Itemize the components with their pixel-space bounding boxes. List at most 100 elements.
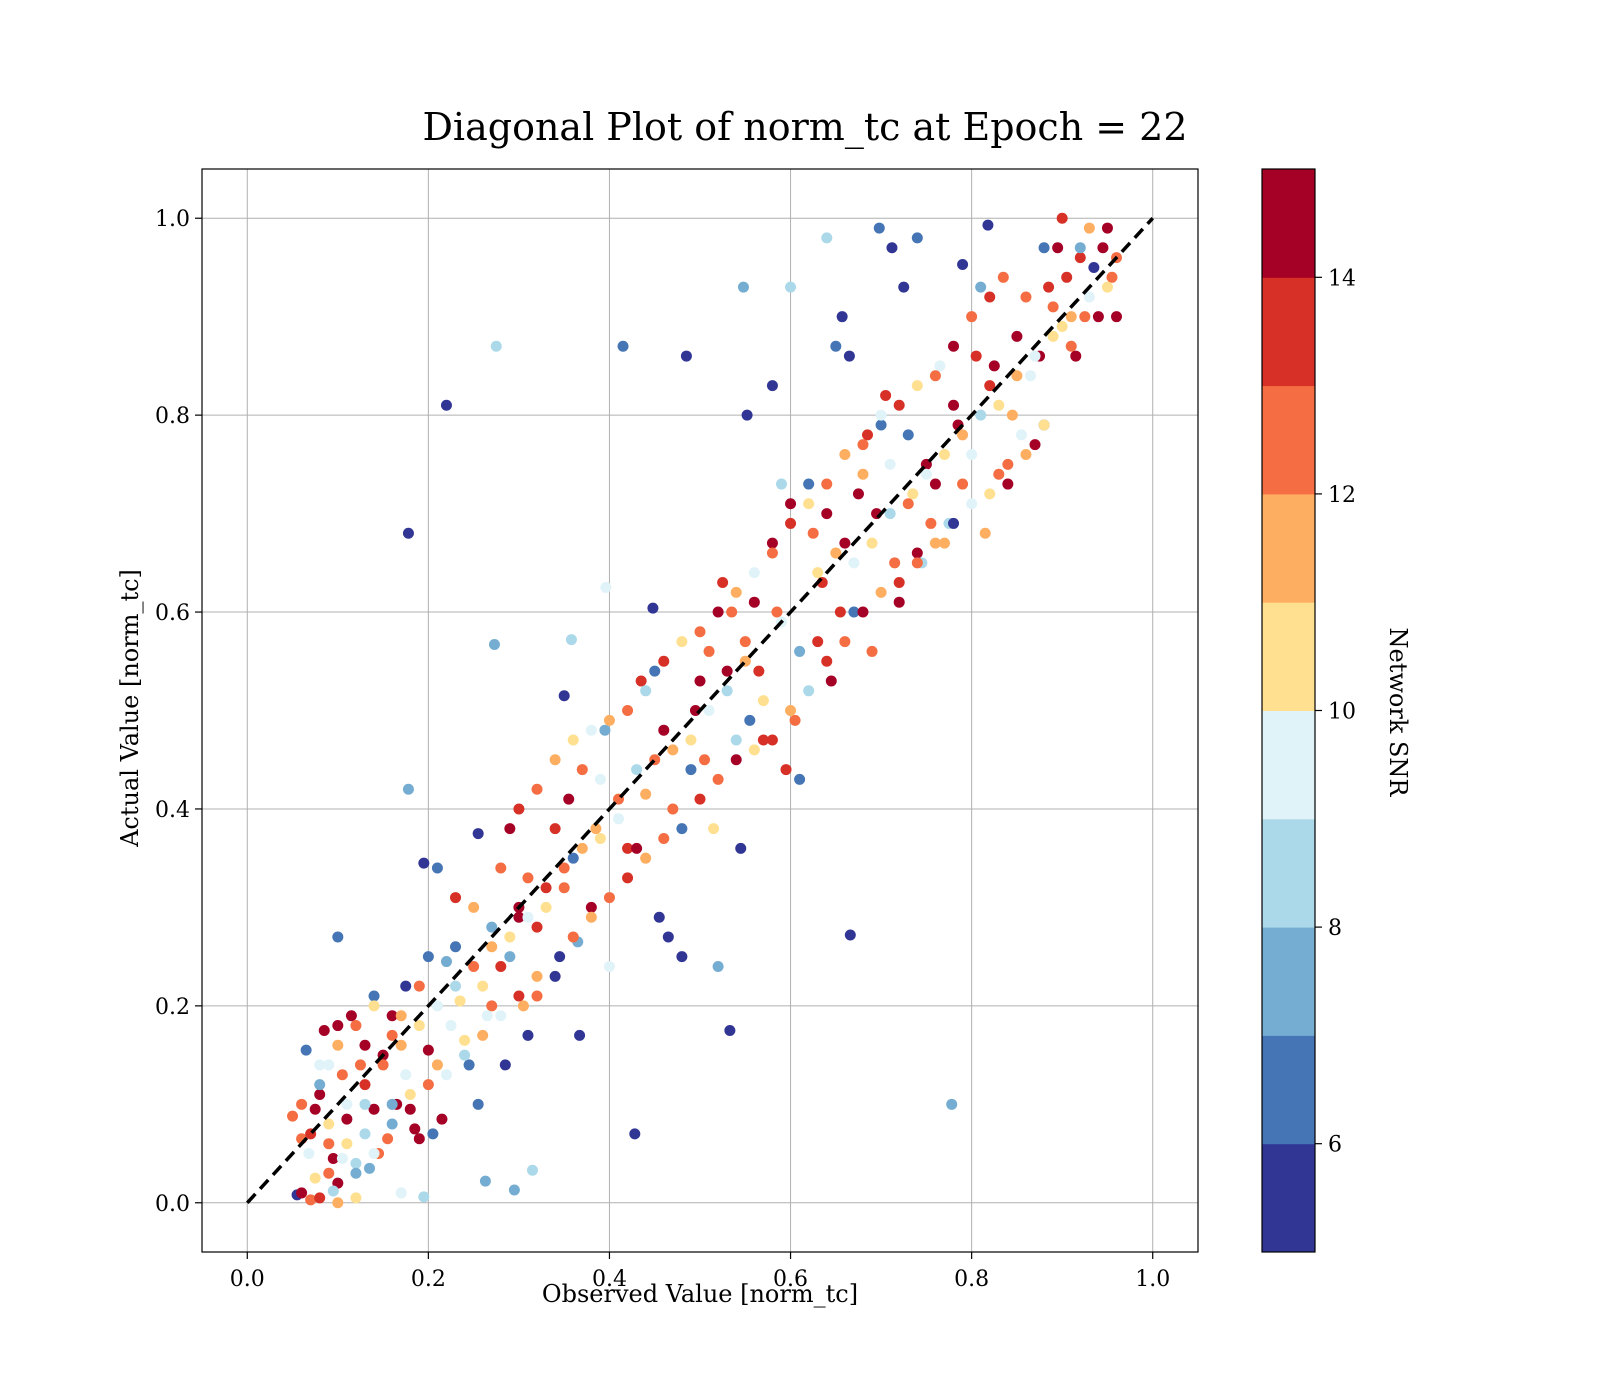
- data-point: [440, 1069, 452, 1081]
- data-point: [599, 724, 611, 736]
- data-point: [836, 311, 848, 323]
- data-point: [785, 281, 797, 293]
- data-point: [622, 872, 634, 884]
- x-tick-label: 1.0: [1135, 1267, 1170, 1292]
- data-point: [400, 980, 412, 992]
- data-point: [395, 1039, 407, 1051]
- data-point: [454, 995, 466, 1007]
- data-point: [558, 862, 570, 874]
- data-point: [1074, 252, 1086, 264]
- data-point: [565, 634, 577, 646]
- data-point: [323, 1118, 335, 1130]
- data-point: [622, 705, 634, 716]
- data-point: [907, 488, 919, 500]
- data-point: [332, 1197, 344, 1209]
- data-point: [839, 449, 851, 461]
- data-point: [834, 606, 846, 618]
- data-point: [780, 764, 792, 776]
- data-point: [508, 1184, 520, 1196]
- data-point: [486, 1000, 498, 1012]
- data-point: [785, 498, 797, 510]
- data-point: [504, 931, 516, 943]
- data-point: [812, 567, 824, 579]
- data-point: [757, 734, 769, 746]
- data-point: [721, 665, 733, 677]
- data-point: [739, 636, 751, 648]
- data-point: [667, 803, 679, 815]
- data-point: [531, 921, 543, 933]
- data-point: [314, 1059, 326, 1071]
- plot-area-frame: [201, 168, 1199, 1253]
- data-point: [1061, 271, 1073, 283]
- data-point: [997, 271, 1009, 283]
- data-point: [359, 1128, 371, 1140]
- data-point: [327, 1152, 339, 1164]
- data-point: [531, 990, 543, 1002]
- data-point: [402, 527, 414, 539]
- data-point: [724, 1024, 736, 1036]
- data-point: [893, 577, 905, 589]
- data-point: [522, 872, 534, 884]
- data-point: [495, 1010, 507, 1022]
- data-point: [472, 1098, 484, 1110]
- data-point: [549, 754, 561, 766]
- data-point: [862, 429, 874, 441]
- data-point: [350, 1157, 362, 1169]
- data-point: [558, 690, 570, 702]
- data-point: [522, 911, 534, 923]
- colorbar-segment: [1262, 169, 1315, 278]
- data-point: [676, 636, 688, 648]
- data-point: [839, 636, 851, 648]
- data-point: [712, 606, 724, 618]
- data-point: [975, 409, 987, 421]
- data-point: [459, 1034, 471, 1046]
- data-point: [386, 1098, 398, 1110]
- data-point: [984, 291, 996, 303]
- data-point: [1083, 291, 1095, 303]
- data-point: [934, 360, 946, 372]
- data-point: [504, 823, 516, 835]
- data-point: [866, 645, 878, 657]
- data-point: [875, 586, 887, 598]
- data-point: [889, 557, 901, 569]
- diagonal-reference-line: [245, 217, 1155, 1204]
- data-point: [902, 498, 914, 510]
- data-point: [603, 892, 615, 904]
- data-point: [1052, 242, 1064, 254]
- data-point: [662, 931, 674, 943]
- data-point: [450, 980, 462, 992]
- data-point: [794, 773, 806, 785]
- data-point: [558, 882, 570, 894]
- data-point: [418, 1191, 430, 1203]
- data-point: [613, 813, 625, 825]
- data-point: [490, 340, 502, 352]
- data-point: [843, 350, 855, 362]
- data-point: [748, 567, 760, 579]
- data-point: [309, 1172, 321, 1184]
- data-point: [880, 389, 892, 401]
- data-point: [477, 980, 489, 992]
- y-tick-label: 0.0: [155, 1192, 190, 1217]
- data-point: [966, 498, 978, 510]
- data-point: [549, 970, 561, 982]
- data-point: [368, 990, 380, 1002]
- data-point: [382, 1133, 394, 1145]
- data-point: [1038, 242, 1050, 254]
- data-point: [857, 468, 869, 480]
- data-point: [911, 557, 923, 569]
- data-point: [314, 1192, 326, 1204]
- data-point: [368, 1000, 380, 1012]
- data-point: [653, 911, 665, 923]
- data-point: [1065, 340, 1077, 352]
- data-point: [323, 1138, 335, 1150]
- data-point: [794, 645, 806, 657]
- data-point: [336, 1152, 348, 1164]
- data-point: [1101, 222, 1113, 234]
- data-point: [857, 606, 869, 618]
- data-point: [522, 1029, 534, 1041]
- data-point: [531, 970, 543, 982]
- data-point: [766, 380, 778, 392]
- data-point: [975, 281, 987, 293]
- data-point: [386, 1029, 398, 1041]
